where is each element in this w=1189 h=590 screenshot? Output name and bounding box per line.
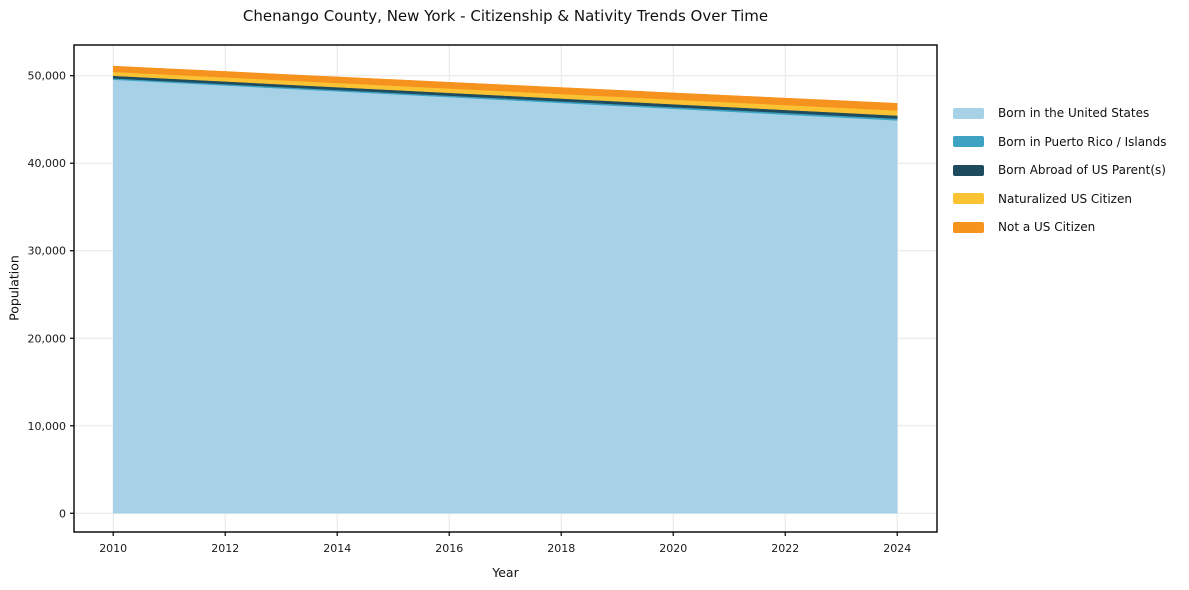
y-tick-label: 30,000	[28, 245, 67, 258]
y-tick-label: 50,000	[28, 70, 67, 83]
x-axis-label: Year	[492, 565, 519, 580]
x-tick-label: 2020	[659, 542, 687, 555]
area-born-in-the-united-states	[112, 79, 898, 514]
y-axis-label: Population	[6, 255, 22, 321]
y-tick-label: 0	[59, 507, 66, 520]
legend-swatch	[953, 221, 984, 233]
legend-label: Born in Puerto Rico / Islands	[998, 134, 1167, 149]
legend: Born in the United States Born in Puerto …	[953, 99, 1167, 242]
legend-swatch	[953, 136, 984, 148]
legend-label: Born Abroad of US Parent(s)	[998, 163, 1166, 178]
legend-item: Naturalized US Citizen	[953, 185, 1167, 214]
legend-item: Born in the United States	[953, 99, 1167, 128]
x-tick-label: 2016	[435, 542, 463, 555]
area-not-a-us-citizen	[112, 65, 898, 111]
x-tick-label: 2018	[547, 542, 575, 555]
y-tick-label: 20,000	[28, 332, 67, 345]
x-tick-label: 2024	[883, 542, 911, 555]
legend-item: Born Abroad of US Parent(s)	[953, 156, 1167, 185]
x-tick-label: 2010	[99, 542, 127, 555]
x-tick-label: 2022	[771, 542, 799, 555]
legend-label: Naturalized US Citizen	[998, 191, 1132, 206]
legend-item: Not a US Citizen	[953, 213, 1167, 242]
y-tick-label: 10,000	[28, 420, 67, 433]
legend-item: Born in Puerto Rico / Islands	[953, 128, 1167, 157]
legend-label: Born in the United States	[998, 106, 1150, 121]
plot-border	[73, 44, 938, 533]
legend-swatch	[953, 107, 984, 119]
legend-swatch	[953, 164, 984, 176]
x-tick-label: 2014	[323, 542, 351, 555]
x-tick-label: 2012	[211, 542, 239, 555]
chart-title: Chenango County, New York - Citizenship …	[242, 7, 769, 25]
y-tick-label: 40,000	[28, 157, 67, 170]
legend-swatch	[953, 193, 984, 205]
legend-label: Not a US Citizen	[998, 220, 1096, 235]
